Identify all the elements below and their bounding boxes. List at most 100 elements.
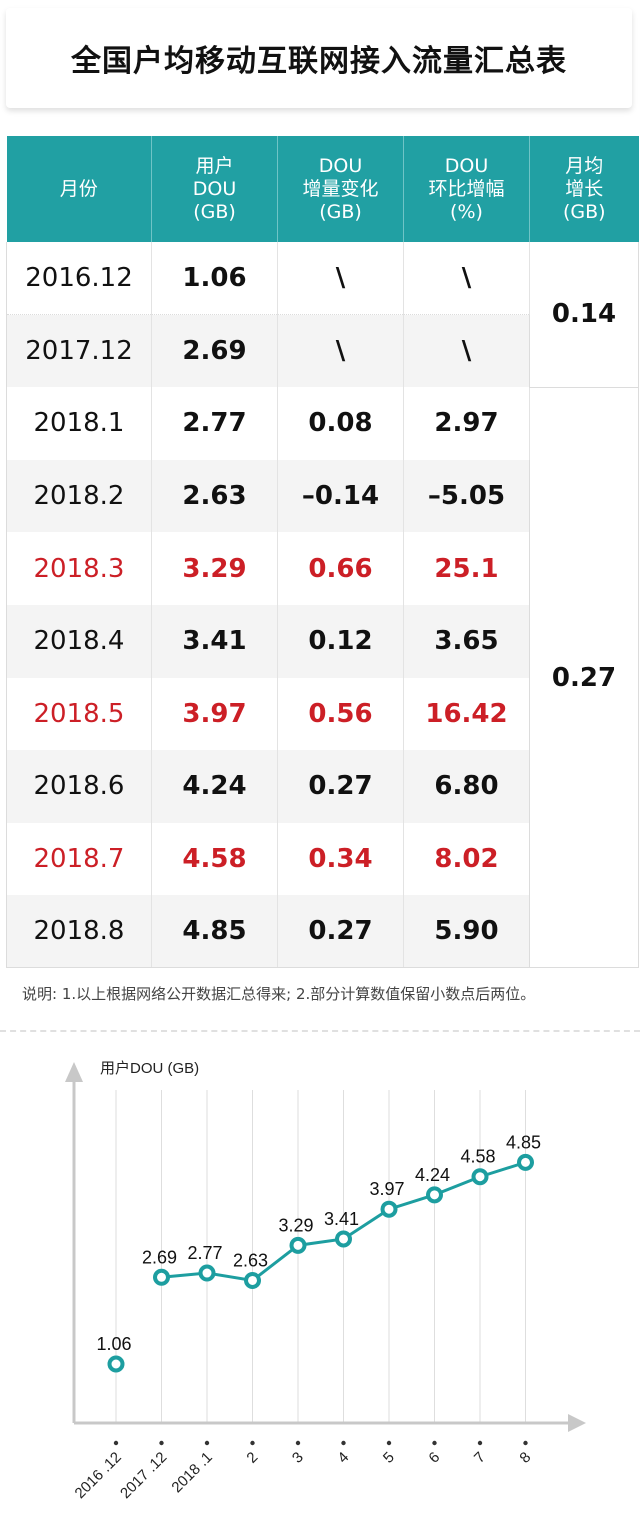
x-tick-dot	[113, 1440, 119, 1446]
table-row: 2018.3 3.29 0.66 25.1	[6, 532, 639, 605]
data-point	[517, 1153, 534, 1171]
x-tick-label: 7	[471, 1449, 489, 1467]
monthly-growth-cell: 0.14	[529, 242, 639, 388]
header-month: 月份	[6, 136, 152, 242]
x-tick-dot	[204, 1440, 210, 1446]
pct-cell: 6.80	[403, 750, 530, 823]
x-tick-label: 2018 .1	[168, 1449, 215, 1496]
month-cell: 2016.12	[6, 242, 152, 316]
header-delta: DOU 增量变化 (GB)	[277, 136, 404, 242]
x-tick-dot	[295, 1440, 301, 1446]
table-row: 2018.6 4.24 0.27 6.80	[6, 750, 639, 823]
delta-cell: 0.12	[277, 604, 404, 678]
x-tick-label: 2016 .12	[72, 1449, 125, 1502]
title-card: 全国户均移动互联网接入流量汇总表	[6, 8, 632, 108]
header-growth: 月均 增长 (GB)	[529, 136, 639, 242]
x-tick-label: 8	[516, 1449, 534, 1467]
header-month-line: 月份	[59, 177, 98, 200]
data-point	[107, 1355, 125, 1373]
x-tick-dot	[523, 1440, 528, 1446]
data-point	[426, 1186, 443, 1204]
pct-cell: 8.02	[403, 822, 530, 896]
pct-cell: 25.1	[403, 532, 530, 605]
table-row: 2018.8 4.85 0.27 5.90	[6, 895, 639, 969]
data-label: 4.58	[460, 1147, 495, 1167]
table-row: 2018.7 4.58 0.34 8.02	[6, 822, 639, 896]
delta-cell: 0.66	[277, 532, 404, 605]
dou-cell: 2.63	[151, 459, 278, 533]
footnote: 说明: 1.以上根据网络公开数据汇总得来; 2.部分计算数值保留小数点后两位。	[22, 985, 536, 1003]
dou-cell: 4.58	[151, 822, 278, 896]
header-dou-line: 用户	[195, 154, 234, 177]
table-body: 2016.12 1.06 \ \ 0.14 2017.12 2.69 \ \ 2018.1 2.77…	[6, 242, 639, 969]
pct-cell: 5.90	[403, 895, 530, 969]
y-axis-arrow-icon	[65, 1062, 83, 1082]
header-delta-line: 增量变化	[302, 177, 379, 200]
header-dou: 用户 DOU (GB)	[151, 136, 278, 242]
dou-line-chart: 用户DOU (GB) 1.06 2.69 2.77 2.63 3.29 3.41 3.97 4.…	[65, 1060, 586, 1502]
x-tick-dot	[386, 1440, 392, 1446]
header-growth-line: 增长	[565, 177, 604, 200]
dou-cell: 1.06	[151, 242, 278, 316]
header-growth-line: 月均	[565, 154, 604, 177]
x-tick-label: 3	[289, 1449, 307, 1467]
month-cell: 2018.8	[6, 895, 152, 969]
page-title: 全国户均移动互联网接入流量汇总表	[71, 44, 567, 79]
table-row: 2018.1 2.77 0.08 2.97 0.27	[6, 387, 639, 969]
y-axis-label: 用户DOU (GB)	[100, 1060, 199, 1077]
month-cell: 2018.7	[6, 822, 152, 896]
data-label: 3.97	[369, 1179, 404, 1199]
pct-cell: \	[403, 314, 530, 388]
delta-cell: 0.27	[277, 895, 404, 969]
dou-cell: 3.97	[151, 677, 278, 751]
x-tick-dot	[250, 1440, 255, 1446]
dou-cell: 2.77	[151, 387, 278, 460]
x-tick-label: 2017 .12	[117, 1449, 170, 1502]
delta-cell: 0.56	[277, 677, 404, 751]
month-cell: 2018.6	[6, 750, 152, 823]
pct-cell: \	[403, 242, 530, 316]
data-label: 1.06	[96, 1334, 131, 1354]
dou-cell: 2.69	[151, 314, 278, 388]
month-cell: 2017.12	[6, 314, 152, 388]
data-point	[198, 1264, 216, 1282]
pct-cell: 2.97	[403, 387, 530, 460]
data-point	[380, 1200, 398, 1218]
month-cell: 2018.1	[6, 387, 152, 460]
table-row: 2018.2 2.63 –0.14 –5.05	[6, 459, 639, 533]
table-header-row: 月份 用户 DOU (GB) DOU 增量变化 (GB) DOU 环比增幅 (%…	[6, 136, 639, 242]
section-divider	[0, 1030, 640, 1032]
data-point	[335, 1230, 352, 1248]
header-pct-line: 环比增幅	[428, 177, 505, 200]
dou-cell: 4.24	[151, 750, 278, 823]
x-tick-label: 5	[380, 1449, 398, 1467]
x-axis-arrow-icon	[568, 1414, 586, 1432]
header-growth-line: (GB)	[562, 200, 606, 223]
dou-table: 月份 用户 DOU (GB) DOU 增量变化 (GB) DOU 环比增幅 (%…	[6, 136, 639, 969]
header-delta-line: DOU	[318, 154, 363, 177]
table-row: 2016.12 1.06 \ \ 0.14	[6, 242, 639, 388]
delta-cell: 0.08	[277, 387, 404, 460]
x-tick-label: 4	[334, 1449, 352, 1467]
month-cell: 2018.5	[6, 677, 152, 751]
data-label: 2.77	[187, 1243, 222, 1263]
monthly-growth-cell: 0.27	[529, 387, 639, 969]
dou-cell: 3.29	[151, 532, 278, 605]
x-tick-label: 2	[243, 1449, 261, 1467]
header-dou-line: DOU	[192, 177, 237, 200]
data-label: 4.85	[506, 1132, 541, 1152]
header-dou-line: (GB)	[193, 200, 236, 223]
data-label: 3.29	[278, 1215, 313, 1235]
data-point	[153, 1268, 170, 1286]
table-row: 2018.5 3.97 0.56 16.42	[6, 677, 639, 751]
delta-cell: –0.14	[277, 459, 404, 533]
data-label: 3.41	[324, 1209, 359, 1229]
month-cell: 2018.2	[6, 459, 152, 533]
table-row: 2018.4 3.41 0.12 3.65	[6, 604, 639, 678]
data-label: 4.24	[415, 1165, 450, 1185]
pct-cell: 3.65	[403, 604, 530, 678]
dou-cell: 3.41	[151, 604, 278, 678]
header-pct-line: (%)	[450, 200, 483, 223]
x-tick-dot	[341, 1440, 346, 1446]
delta-cell: 0.27	[277, 750, 404, 823]
